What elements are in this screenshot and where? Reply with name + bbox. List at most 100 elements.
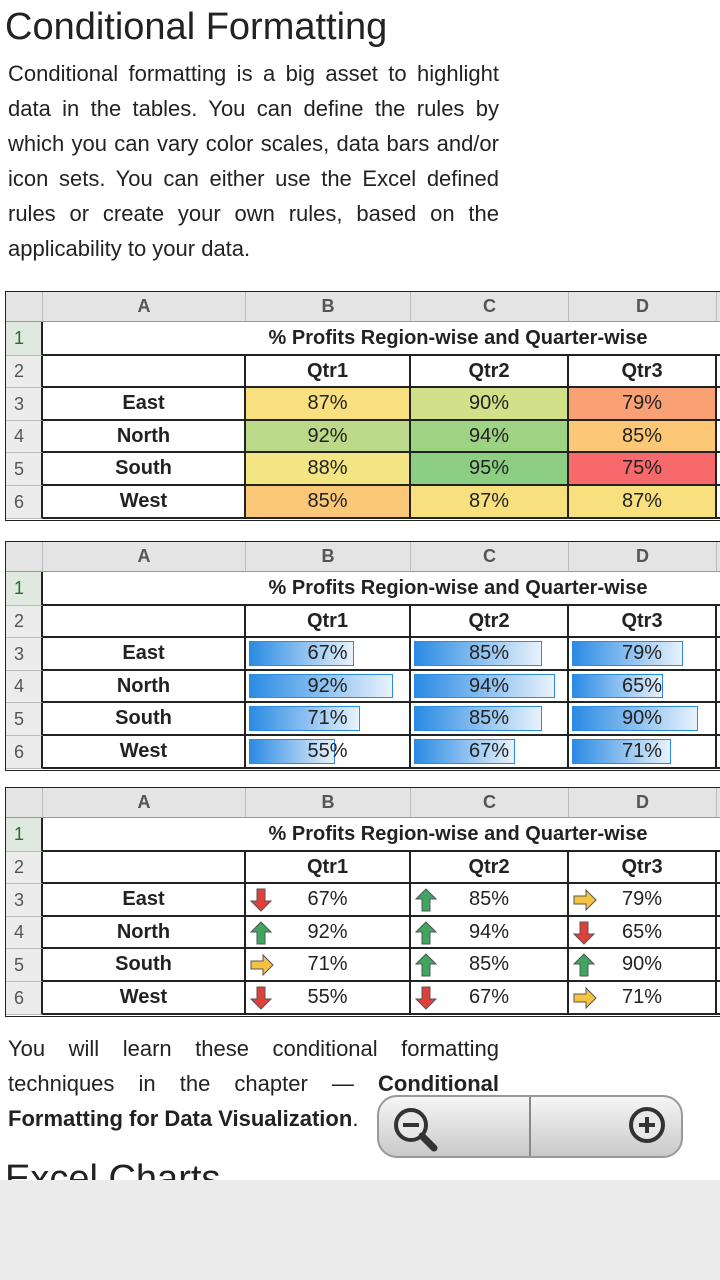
data-bar xyxy=(414,739,515,764)
row-number: 3 xyxy=(6,884,43,917)
arrow xyxy=(573,986,597,1010)
value-cell: 85% xyxy=(569,421,717,453)
icon-right xyxy=(573,888,597,912)
value-cell: 87% xyxy=(411,486,569,519)
value-cell: 71% xyxy=(246,949,411,982)
value-text: 85% xyxy=(621,424,663,447)
value-cell: 67% xyxy=(411,736,569,769)
value-cell: 75% xyxy=(569,453,717,486)
region: North xyxy=(43,671,246,703)
value-cell: 67% xyxy=(246,884,411,917)
value-cell: 85% xyxy=(411,638,569,671)
quarter-header: Qtr3 xyxy=(569,852,717,884)
data-bar xyxy=(572,674,663,698)
value-cell: 85% xyxy=(411,949,569,982)
value-cell: 55% xyxy=(246,736,411,769)
value-text: 79% xyxy=(621,642,663,664)
sheet-title: % Profits Region-wise and Quarter-wise xyxy=(43,322,720,356)
value-cell: 71% xyxy=(569,982,717,1015)
value-cell: 79% xyxy=(569,388,717,421)
row-number: 3 xyxy=(6,638,43,671)
chapter-link[interactable]: Conditional Formatting for Data Visualiz… xyxy=(8,1071,499,1131)
value-cell: 65% xyxy=(569,917,717,949)
value-cell: 90% xyxy=(569,949,717,982)
quarter-header: Qtr3 xyxy=(569,606,717,638)
column-header: A xyxy=(43,292,246,322)
zoom-out[interactable] xyxy=(391,1105,439,1153)
quarter-header: Qtr2 xyxy=(411,356,569,388)
outro-end: . xyxy=(352,1106,359,1131)
region: East xyxy=(43,638,246,671)
blank-cell xyxy=(43,852,246,884)
zoom-in[interactable] xyxy=(625,1103,673,1151)
row-number: 5 xyxy=(6,453,43,486)
value-text: 79% xyxy=(621,888,663,910)
value-cell: 92% xyxy=(246,421,411,453)
value-cell: 71% xyxy=(246,703,411,736)
cut-cell xyxy=(717,486,720,519)
row-number: 1 xyxy=(6,572,43,606)
value-text: 87% xyxy=(468,490,510,512)
cut-cell xyxy=(717,884,720,917)
blank-cell xyxy=(43,356,246,388)
cut-cell xyxy=(717,917,720,949)
cut-cell xyxy=(717,421,720,453)
icon-down xyxy=(250,986,273,1010)
row-number: 1 xyxy=(6,322,43,356)
cut-cell xyxy=(717,852,720,884)
icon-right xyxy=(573,986,597,1010)
value-text: 94% xyxy=(468,674,510,697)
data-bar xyxy=(572,739,672,764)
value-cell: 79% xyxy=(569,884,717,917)
icon-down xyxy=(250,888,273,912)
cut-cell xyxy=(717,703,720,736)
value-text: 67% xyxy=(307,888,348,910)
value-cell: 90% xyxy=(569,703,717,736)
region: West xyxy=(43,982,246,1015)
value-cell: 92% xyxy=(246,671,411,703)
value-cell: 94% xyxy=(411,421,569,453)
value-cell: 79% xyxy=(569,638,717,671)
value-text: 92% xyxy=(307,424,348,447)
sheet-title: % Profits Region-wise and Quarter-wise xyxy=(43,818,720,852)
arrow xyxy=(415,921,438,945)
value-cell: 92% xyxy=(246,917,411,949)
value-text: 55% xyxy=(307,986,348,1008)
region: South xyxy=(43,949,246,982)
cut-cell xyxy=(717,982,720,1015)
quarter-header: Qtr3 xyxy=(569,356,717,388)
value-cell: 67% xyxy=(411,982,569,1015)
arrow xyxy=(573,953,596,977)
value-cell: 87% xyxy=(569,486,717,519)
corner xyxy=(6,292,43,322)
cut-cell xyxy=(717,671,720,703)
value-text: 90% xyxy=(621,953,663,975)
icon-up xyxy=(415,888,438,912)
row-number: 6 xyxy=(6,736,43,769)
value-text: 65% xyxy=(621,920,663,943)
region: North xyxy=(43,917,246,949)
row-number: 5 xyxy=(6,703,43,736)
intro: Conditional formatting is a big asset to… xyxy=(8,61,499,261)
icon-up xyxy=(250,921,273,945)
column-header: B xyxy=(246,788,411,818)
column-header xyxy=(717,292,720,322)
column-header: D xyxy=(569,788,717,818)
icon-down xyxy=(573,921,596,945)
value-text: 85% xyxy=(468,707,510,729)
value-text: 94% xyxy=(468,424,510,447)
row-number: 4 xyxy=(6,917,43,949)
value-cell: 90% xyxy=(411,388,569,421)
arrow xyxy=(415,953,438,977)
outro: You will learn these conditional formatt… xyxy=(8,1031,499,1136)
value-text: 65% xyxy=(621,674,663,697)
column-header: A xyxy=(43,788,246,818)
row-number: 6 xyxy=(6,486,43,519)
row-number: 4 xyxy=(6,421,43,453)
value-cell: 94% xyxy=(411,671,569,703)
icon-right xyxy=(250,953,274,977)
column-header: B xyxy=(246,542,411,572)
region: South xyxy=(43,703,246,736)
cut-cell xyxy=(717,638,720,671)
